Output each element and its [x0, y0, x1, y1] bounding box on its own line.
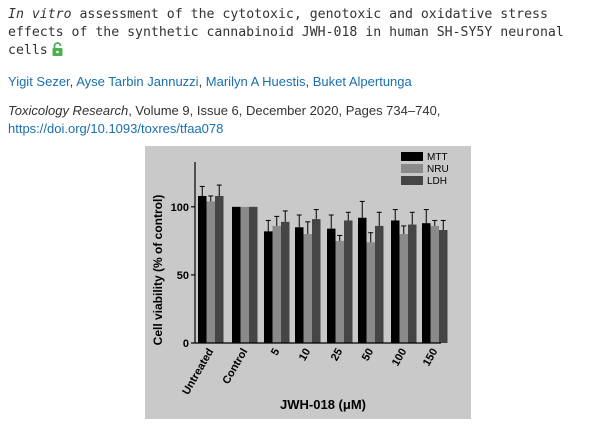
legend-label: NRU: [427, 164, 449, 175]
bar-nru: [335, 240, 344, 343]
bar-ldh: [344, 220, 353, 343]
x-tick-label: 25: [329, 347, 346, 364]
doi-link[interactable]: https://doi.org/10.1093/toxres/tfaa078: [8, 121, 224, 136]
bar-nru: [430, 225, 439, 343]
author-link[interactable]: Yigit Sezer: [8, 74, 70, 89]
bar-ldh: [375, 225, 384, 343]
bar-mtt: [422, 223, 431, 343]
bar-mtt: [295, 227, 304, 343]
citation-details: , Volume 9, Issue 6, December 2020, Page…: [128, 103, 441, 118]
author-link[interactable]: Marilyn A Huestis: [205, 74, 306, 89]
figure: Untreated Control 5 10 25 50 100 150 0 50 100 MTT N…: [145, 146, 471, 424]
author-separator: ,: [198, 74, 206, 89]
bar-ldh: [312, 219, 321, 343]
legend-swatch: [401, 164, 423, 173]
bar-mtt: [232, 206, 241, 343]
bar-mtt: [264, 231, 273, 343]
author-link[interactable]: Buket Alpertunga: [312, 74, 412, 89]
y-tick-label: 0: [183, 338, 189, 350]
author-link[interactable]: Ayse Tarbin Jannuzzi: [76, 74, 199, 89]
title-italic[interactable]: In vitro: [8, 7, 72, 22]
bar-nru: [206, 201, 215, 343]
author-separator: ,: [69, 74, 77, 89]
title-text[interactable]: assessment of the cytotoxic, genotoxic a…: [8, 7, 564, 58]
y-tick-label: 50: [177, 270, 189, 282]
y-axis-label: Cell viability (% of control): [151, 195, 165, 346]
x-tick-label: 50: [360, 347, 377, 364]
bar-ldh: [439, 229, 448, 343]
x-tick-label: 10: [297, 347, 314, 364]
bar-mtt: [358, 217, 367, 343]
legend-swatch: [401, 152, 423, 161]
article-title[interactable]: In vitro assessment of the cytotoxic, ge…: [8, 6, 588, 62]
author-list: Yigit Sezer, Ayse Tarbin Jannuzzi, Maril…: [8, 74, 412, 89]
legend-label: LDH: [427, 176, 447, 187]
legend-swatch: [401, 176, 423, 185]
bar-nru: [272, 225, 281, 343]
bar-mtt: [391, 220, 400, 343]
bar-nru: [240, 206, 249, 343]
x-axis-label: JWH-018 (μM): [280, 397, 366, 412]
bar-ldh: [281, 221, 290, 343]
bar-mtt: [327, 228, 336, 343]
bar-ldh: [408, 224, 417, 343]
author-separator: ,: [305, 74, 313, 89]
bars-layer: [198, 195, 448, 343]
error-bars-layer: [199, 184, 446, 243]
bar-mtt: [198, 195, 207, 343]
bar-nru: [366, 242, 375, 343]
bar-nru: [399, 234, 408, 343]
legend-label: MTT: [427, 152, 448, 163]
y-tick-label: 100: [171, 202, 189, 214]
bar-ldh: [249, 206, 258, 343]
x-tick-label: 5: [269, 347, 282, 358]
open-access-lock-icon: [52, 42, 63, 62]
citation: Toxicology Research, Volume 9, Issue 6, …: [8, 102, 588, 138]
bar-ldh: [215, 195, 224, 343]
journal-name: Toxicology Research: [8, 103, 129, 118]
bar-nru: [303, 234, 312, 343]
